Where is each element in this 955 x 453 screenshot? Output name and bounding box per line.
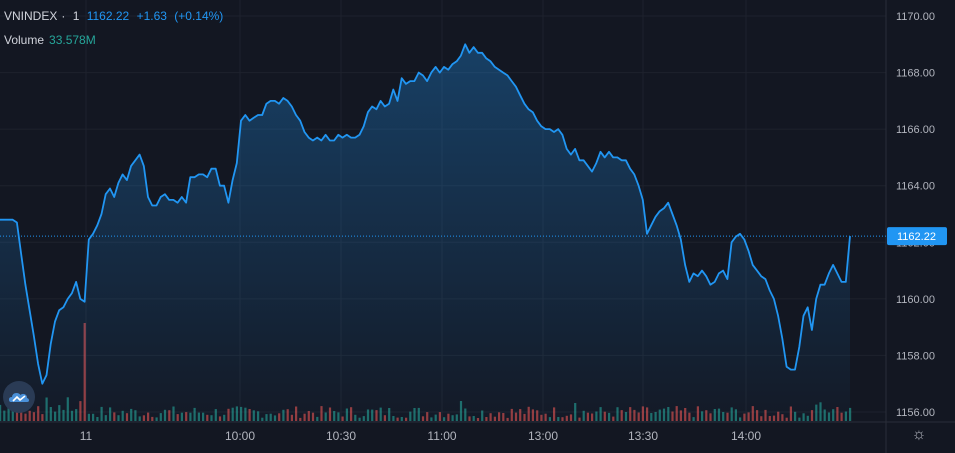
price-tag: 1162.22	[897, 231, 936, 243]
x-tick-label: 10:00	[225, 429, 255, 443]
tradingview-cloud-icon[interactable]	[3, 381, 35, 413]
y-tick-label: 1160.00	[896, 294, 935, 306]
volume-legend: Volume 33.578M	[4, 33, 96, 47]
symbol-label[interactable]: VNINDEX	[4, 9, 58, 23]
price-change: +1.63	[136, 9, 167, 23]
x-tick-label: 13:30	[628, 429, 658, 443]
y-tick-label: 1156.00	[896, 407, 935, 419]
price-line	[0, 43, 851, 385]
x-tick-label: 11	[80, 429, 93, 443]
gear-icon[interactable]: ☼	[911, 426, 927, 443]
y-tick-label: 1168.00	[896, 68, 935, 80]
x-tick-label: 11:00	[427, 429, 456, 443]
interval-label: 1	[72, 9, 80, 23]
x-tick-label: 10:30	[326, 429, 356, 443]
y-tick-label: 1164.00	[896, 181, 935, 193]
price-tag-bg	[887, 227, 947, 246]
x-tick-label: 14:00	[731, 429, 761, 443]
y-tick-label: 1158.00	[896, 350, 935, 362]
last-price: 1162.22	[86, 9, 130, 23]
x-tick-label: 13:00	[528, 429, 558, 443]
y-tick-label: 1170.00	[896, 11, 935, 23]
chart-legend: VNINDEX · 1 1162.22 +1.63 (+0.14%)	[4, 9, 224, 23]
price-area	[0, 44, 850, 423]
volume-label: Volume	[4, 33, 45, 47]
price-change-pct: (+0.14%)	[174, 9, 224, 23]
y-tick-label: 1166.00	[896, 124, 935, 136]
volume-value: 33.578M	[49, 33, 96, 47]
volume-bar	[849, 407, 852, 421]
